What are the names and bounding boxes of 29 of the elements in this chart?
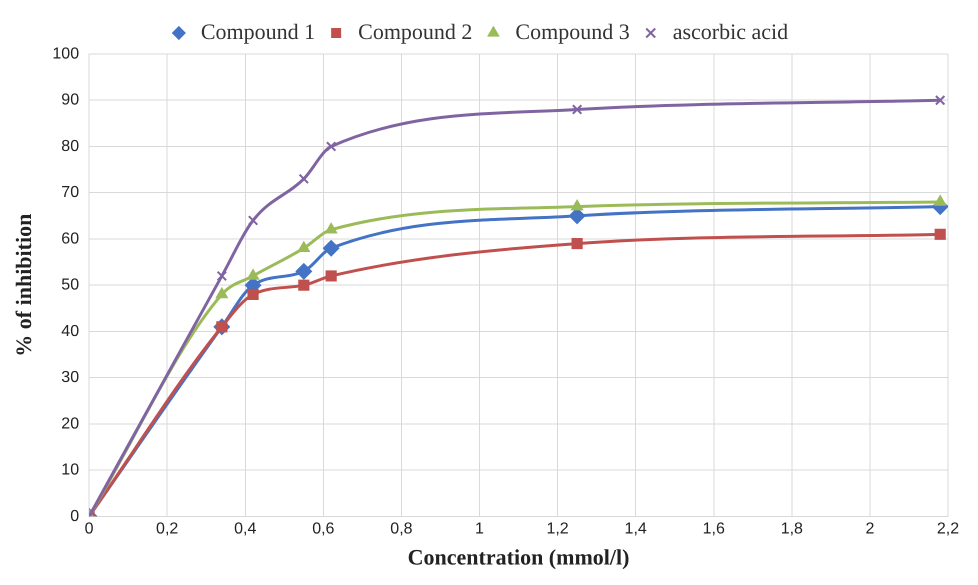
legend-label: Compound 3 [515, 18, 630, 44]
legend-label: Compound 2 [358, 18, 472, 44]
y-tick-label: 70 [61, 184, 80, 202]
x-tick-label: 1,2 [546, 520, 569, 538]
legend-label: ascorbic acid [672, 18, 788, 44]
y-tick-label: 30 [61, 369, 80, 386]
y-tick-label: 100 [52, 45, 80, 62]
x-tick-label: 1 [475, 520, 484, 538]
y-tick-label: 80 [61, 138, 80, 155]
y-axis-title: % of inhibition [10, 214, 36, 357]
x-tick-label: 2,2 [936, 520, 960, 538]
x-tick-label: 0 [84, 520, 94, 538]
y-tick-label: 50 [61, 276, 80, 294]
x-tick-label: 0,8 [390, 520, 413, 538]
x-axis-title: Concentration (mmol/l) [408, 544, 630, 570]
x-tick-label: 1,6 [702, 520, 725, 538]
x-tick-label: 0,2 [156, 520, 178, 538]
y-tick-label: 0 [70, 508, 80, 525]
x-tick-label: 0,4 [234, 520, 256, 538]
legend-label: Compound 1 [200, 18, 316, 44]
y-tick-label: 10 [61, 462, 80, 479]
y-tick-label: 20 [61, 415, 80, 432]
x-tick-label: 0,6 [312, 520, 335, 538]
y-tick-label: 60 [61, 230, 80, 248]
y-tick-label: 90 [61, 92, 80, 109]
y-tick-label: 40 [61, 322, 80, 340]
x-tick-label: 1,8 [780, 520, 804, 538]
x-tick-label: 2 [865, 520, 874, 538]
x-tick-label: 1,4 [624, 520, 647, 538]
